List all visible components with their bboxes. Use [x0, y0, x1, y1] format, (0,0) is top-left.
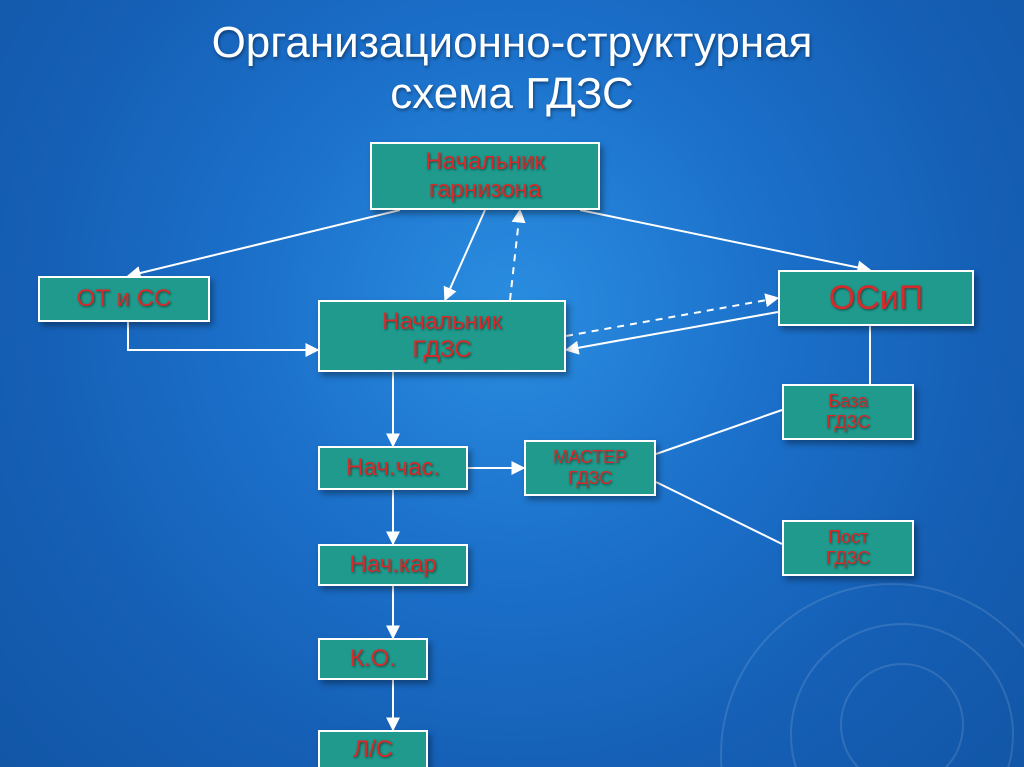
node-nach_chas: Нач.час. — [318, 446, 468, 490]
node-master: МАСТЕРГДЗС — [524, 440, 656, 496]
node-garnizon-line-0: Начальник — [425, 148, 545, 176]
node-gdzs: НачальникГДЗС — [318, 300, 566, 372]
edge-gdzs-to-garnizon — [510, 210, 520, 300]
page-title: Организационно-структурная схема ГДЗС — [0, 18, 1024, 119]
node-osip: ОСиП — [778, 270, 974, 326]
node-baza-line-1: ГДЗС — [826, 412, 870, 433]
node-baza-line-0: База — [828, 391, 868, 412]
title-line-2: схема ГДЗС — [390, 69, 633, 118]
node-garnizon-line-1: гарнизона — [429, 176, 541, 204]
edge-master-to-baza — [656, 410, 782, 454]
edge-garnizon-to-gdzs — [445, 210, 485, 300]
node-garnizon: Начальникгарнизона — [370, 142, 600, 210]
title-line-1: Организационно-структурная — [212, 18, 813, 67]
node-master-line-0: МАСТЕР — [553, 447, 627, 468]
node-master-line-1: ГДЗС — [568, 468, 612, 489]
edge-garnizon-to-osip — [580, 210, 870, 270]
node-post-line-1: ГДЗС — [826, 548, 870, 569]
node-osip-line-0: ОСиП — [829, 279, 923, 318]
node-gdzs-line-1: ГДЗС — [412, 336, 471, 364]
edge-gdzs-to-osip — [566, 298, 778, 336]
node-nach_kar: Нач.кар — [318, 544, 468, 586]
node-ls-line-0: Л/С — [353, 736, 393, 764]
node-ot_ss: ОТ и СС — [38, 276, 210, 322]
diagram-stage: Организационно-структурная схема ГДЗС На… — [0, 0, 1024, 767]
node-ot_ss-line-0: ОТ и СС — [77, 285, 172, 313]
node-gdzs-line-0: Начальник — [382, 308, 502, 336]
node-post-line-0: Пост — [828, 527, 868, 548]
node-nach_kar-line-0: Нач.кар — [349, 551, 436, 579]
node-ko-line-0: К.О. — [350, 645, 396, 673]
edge-master-to-post — [656, 482, 782, 544]
node-nach_chas-line-0: Нач.час. — [346, 454, 440, 482]
edge-ot_ss-to-gdzs — [128, 322, 318, 350]
node-ko: К.О. — [318, 638, 428, 680]
node-post: ПостГДЗС — [782, 520, 914, 576]
node-ls: Л/С — [318, 730, 428, 767]
edge-osip-to-gdzs — [566, 312, 778, 350]
decorative-ripple — [720, 583, 1024, 767]
edge-garnizon-to-ot_ss — [128, 210, 400, 276]
node-baza: БазаГДЗС — [782, 384, 914, 440]
